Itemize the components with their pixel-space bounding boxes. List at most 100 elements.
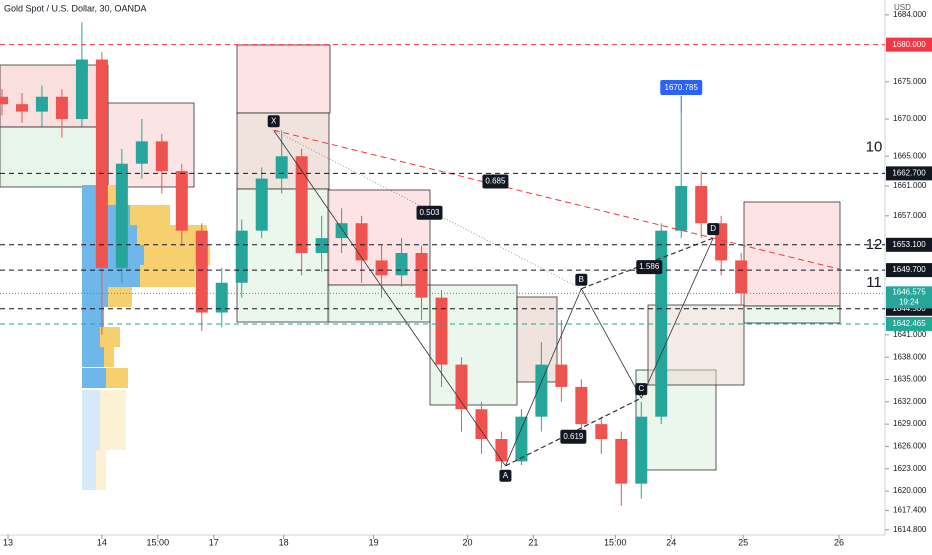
y-tick-label: 1684.000 [893, 10, 927, 19]
x-tick-label: 15:00 [604, 537, 627, 547]
ratio-label: 0.685 [485, 177, 506, 186]
price-tag-label: 1642.465 [892, 319, 926, 328]
candle-body [535, 364, 548, 417]
candle-body [335, 223, 348, 239]
candle-body [35, 96, 48, 112]
price-tag-label: 1649.700 [892, 265, 926, 274]
point-box [707, 223, 720, 236]
candle-body [215, 282, 228, 313]
candle-body [575, 386, 588, 425]
profile-bar [82, 185, 98, 205]
profile-bar [137, 225, 207, 245]
pattern-line [273, 129, 582, 290]
zone [236, 44, 331, 114]
volume-profile [82, 185, 210, 490]
zone [0, 64, 109, 128]
profile-bar [104, 347, 114, 367]
pattern-line [273, 129, 506, 467]
x-tick-label: 17 [209, 537, 219, 547]
candle-body [515, 416, 528, 462]
price-tag-label: 1644.500 [892, 304, 926, 313]
zone [743, 201, 841, 307]
y-tick-label: 1629.000 [893, 419, 927, 428]
y-tick-label: 1623.000 [893, 464, 927, 473]
candle-body [255, 178, 268, 231]
x-tick-label: 25 [738, 537, 748, 547]
profile-bar [82, 287, 108, 307]
profile-bar [82, 327, 100, 347]
price-tag [886, 237, 932, 252]
candle-body [355, 223, 368, 261]
level-number: 10 [866, 139, 883, 156]
profile-bar [82, 390, 100, 450]
candle-body [15, 104, 28, 112]
y-tick-label: 1617.400 [893, 506, 927, 515]
profile-bar [106, 368, 128, 388]
point-label: C [638, 384, 644, 393]
price-tag-label: 1646.575 [892, 287, 926, 296]
price-tag-label: 1680.000 [892, 40, 926, 49]
candle-body [115, 163, 128, 268]
ratio-label: 0.503 [419, 208, 440, 217]
y-tick-label: 1638.000 [893, 352, 927, 361]
high-tag [660, 80, 703, 95]
candle-body [295, 156, 308, 253]
candle-body [555, 364, 568, 387]
x-tick-label: 13 [3, 537, 13, 547]
x-tick-label: 21 [528, 537, 538, 547]
x-tick-label: 24 [666, 537, 676, 547]
zone [327, 284, 431, 323]
candle-body [435, 297, 448, 365]
ratio-box [636, 260, 663, 275]
candle-body [275, 156, 288, 179]
candle-body [55, 96, 68, 120]
profile-bar [144, 245, 210, 265]
candle-body [735, 260, 748, 294]
candle-body [175, 171, 188, 231]
y-tick-label: 1675.000 [893, 77, 927, 86]
point-label: D [710, 224, 716, 233]
x-tick-label: 15:00 [147, 537, 170, 547]
price-tag [886, 263, 932, 278]
x-tick-label: 26 [834, 537, 844, 547]
x-tick-label: 18 [279, 537, 289, 547]
profile-bar [108, 287, 132, 307]
y-tick-label: 1665.000 [893, 151, 927, 160]
price-tag [886, 37, 932, 52]
price-tag [886, 286, 932, 309]
pattern-line [580, 288, 642, 399]
candle-body [75, 59, 88, 120]
y-tick-label: 1626.000 [893, 442, 927, 451]
y-tick-label: 1641.000 [893, 330, 927, 339]
candle-body [395, 252, 408, 276]
point-label: B [579, 275, 584, 284]
profile-bar [96, 450, 106, 490]
candle-body [415, 252, 428, 298]
x-tick-label: 19 [369, 537, 379, 547]
candle-body [475, 409, 488, 440]
y-tick-label: 1670.000 [893, 114, 927, 123]
profile-bar [82, 450, 96, 490]
price-tag-label: 1662.700 [892, 168, 926, 177]
profile-bar [82, 245, 144, 265]
y-tick-label: 1635.000 [893, 375, 927, 384]
candle-body [95, 59, 108, 268]
high-tag-label: 1670.785 [665, 83, 699, 92]
zone [0, 126, 109, 188]
pattern-line [640, 237, 714, 399]
point-label: X [271, 116, 277, 125]
pattern-line [505, 288, 582, 466]
candle-body [675, 186, 688, 231]
pattern-line [273, 129, 841, 270]
profile-bar [82, 307, 104, 327]
ratio-box [416, 205, 443, 220]
price-tag [886, 316, 932, 331]
candle-body [315, 238, 328, 253]
chart-title: Gold Spot / U.S. Dollar, 30, OANDA [4, 3, 147, 13]
profile-bar [82, 225, 137, 245]
profile-bar [82, 368, 106, 388]
candle-body [155, 141, 168, 172]
price-tag-label: 1653.100 [892, 240, 926, 249]
point-box [575, 273, 588, 286]
